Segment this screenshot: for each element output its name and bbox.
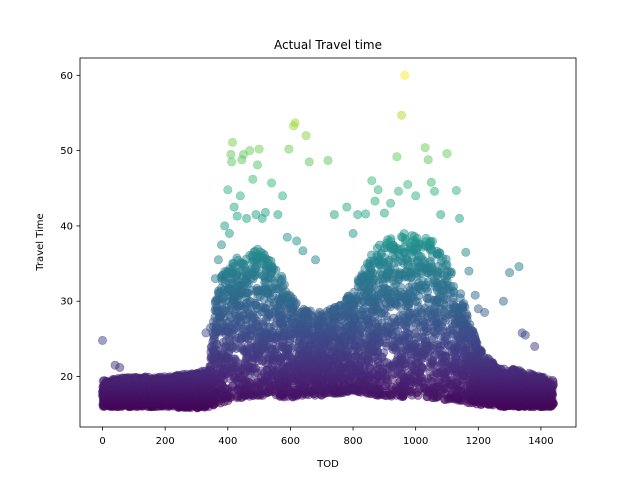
data-point xyxy=(110,360,120,370)
data-point xyxy=(517,328,527,338)
chart-title: Actual Travel time xyxy=(274,38,382,52)
data-point xyxy=(470,290,480,300)
data-point xyxy=(141,372,151,382)
data-point xyxy=(505,268,515,278)
data-point xyxy=(498,296,508,306)
data-point xyxy=(315,307,325,317)
data-point xyxy=(473,304,483,314)
data-point xyxy=(299,304,309,314)
data-points xyxy=(98,70,558,413)
data-point xyxy=(530,341,540,351)
data-point xyxy=(131,372,141,382)
data-point xyxy=(98,335,108,345)
data-point xyxy=(508,364,518,374)
data-point xyxy=(252,283,262,293)
data-point xyxy=(160,372,170,382)
data-point xyxy=(99,376,109,386)
